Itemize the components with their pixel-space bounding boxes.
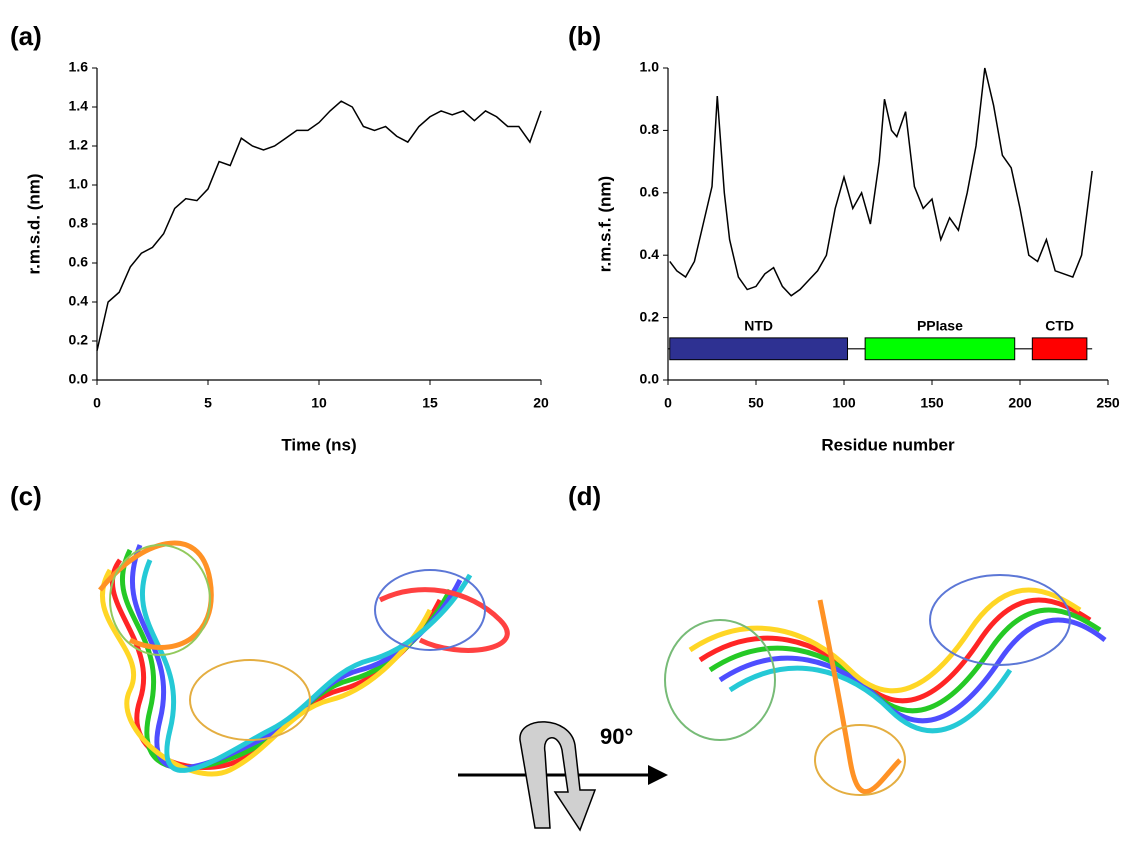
y-tick-label: 1.0 bbox=[640, 59, 660, 75]
domain-box bbox=[669, 337, 849, 361]
domain-label: CTD bbox=[1045, 318, 1074, 334]
x-axis-title: Residue number bbox=[821, 435, 955, 454]
x-tick-label: 15 bbox=[422, 395, 438, 411]
y-axis-title: r.m.s.f. (nm) bbox=[595, 176, 614, 272]
x-tick-label: 0 bbox=[664, 395, 672, 411]
y-tick-label: 0.6 bbox=[640, 184, 660, 200]
x-axis-title: Time (ns) bbox=[281, 435, 356, 454]
rotation-label: 90° bbox=[600, 724, 633, 749]
structure-c bbox=[98, 540, 510, 777]
domain-box bbox=[864, 337, 1016, 361]
x-tick-label: 100 bbox=[832, 395, 856, 411]
y-tick-label: 0.4 bbox=[69, 293, 89, 309]
x-tick-label: 0 bbox=[93, 395, 101, 411]
y-tick-label: 1.6 bbox=[69, 59, 89, 75]
x-tick-label: 150 bbox=[920, 395, 944, 411]
y-axis-title: r.m.s.d. (nm) bbox=[24, 173, 43, 274]
y-tick-label: 0.2 bbox=[640, 308, 660, 324]
panel-label: (a) bbox=[10, 21, 42, 51]
data-line bbox=[96, 100, 542, 351]
y-tick-label: 0.4 bbox=[640, 246, 660, 262]
x-tick-label: 200 bbox=[1008, 395, 1032, 411]
data-line bbox=[669, 67, 1093, 297]
y-tick-label: 0.0 bbox=[640, 371, 660, 387]
panel-label: (b) bbox=[568, 21, 601, 51]
y-tick-label: 0.6 bbox=[69, 254, 89, 270]
y-tick-label: 1.2 bbox=[69, 137, 89, 153]
y-tick-label: 1.0 bbox=[69, 176, 89, 192]
x-tick-label: 10 bbox=[311, 395, 327, 411]
domain-box bbox=[1031, 337, 1088, 361]
x-tick-label: 250 bbox=[1096, 395, 1120, 411]
domain-label: NTD bbox=[744, 318, 773, 334]
y-tick-label: 0.2 bbox=[69, 332, 89, 348]
y-tick-label: 1.4 bbox=[69, 98, 89, 114]
domain-label: PPIase bbox=[917, 318, 963, 334]
x-tick-label: 50 bbox=[748, 395, 764, 411]
y-tick-label: 0.8 bbox=[69, 215, 89, 231]
y-tick-label: 0.8 bbox=[640, 121, 660, 137]
panel-label: (c) bbox=[10, 481, 42, 511]
x-tick-label: 20 bbox=[533, 395, 549, 411]
panel-label: (d) bbox=[568, 481, 601, 511]
x-tick-label: 5 bbox=[204, 395, 212, 411]
structure-d bbox=[664, 574, 1107, 796]
rotation-arrow bbox=[458, 721, 668, 832]
y-tick-label: 0.0 bbox=[69, 371, 89, 387]
